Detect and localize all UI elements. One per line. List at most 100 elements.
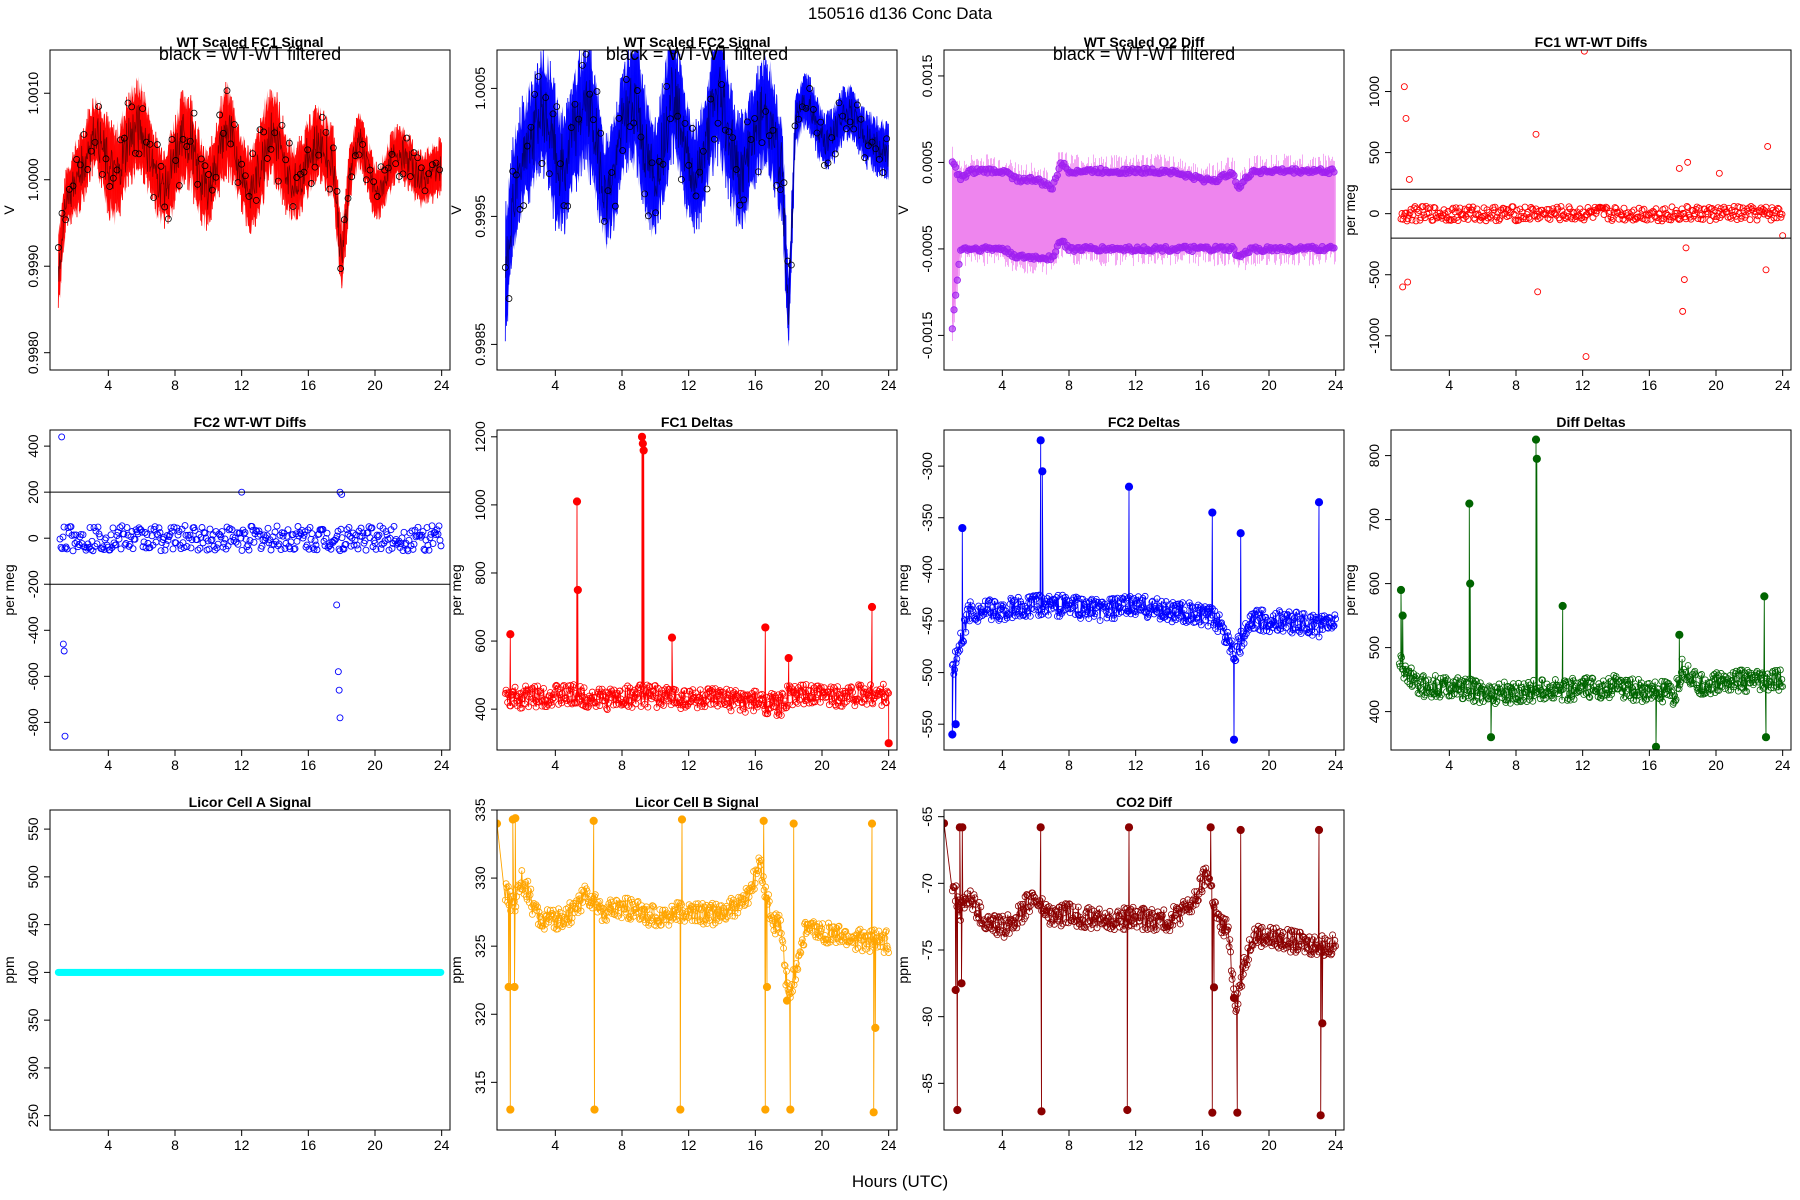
series-point — [1607, 683, 1615, 690]
series-point — [1491, 700, 1499, 707]
scatter-point — [1404, 215, 1412, 223]
filtered-point — [410, 149, 418, 157]
scatter-point — [115, 535, 123, 543]
series-point — [580, 684, 588, 692]
upper-point — [1053, 171, 1061, 179]
plot-area — [497, 814, 892, 1117]
series-point — [709, 921, 717, 929]
x-tick-label: 12 — [681, 377, 697, 393]
series-point — [594, 908, 601, 916]
scatter-point — [409, 545, 417, 553]
scatter-point — [191, 526, 199, 534]
series-point — [624, 703, 632, 710]
series-point — [786, 682, 793, 690]
x-tick-label: 12 — [681, 1137, 697, 1153]
series-point — [776, 696, 784, 704]
series-point — [576, 683, 584, 690]
scatter-point — [338, 534, 346, 542]
filtered-point — [98, 170, 106, 178]
filtered-point — [139, 105, 147, 113]
series-point — [1774, 673, 1782, 681]
scatter-point — [1522, 215, 1530, 223]
series-point — [1032, 595, 1039, 603]
series-point — [979, 917, 987, 925]
series-point — [1778, 676, 1786, 683]
scatter-point — [1694, 215, 1702, 223]
series-point — [591, 891, 599, 899]
series-point — [536, 913, 544, 920]
series-point — [800, 700, 808, 708]
series-point — [853, 930, 861, 938]
series-point — [513, 697, 520, 705]
series-point — [534, 903, 541, 911]
series-point — [1695, 689, 1703, 697]
series-point — [787, 989, 795, 997]
series-point — [679, 701, 687, 709]
y-tick-label: 320 — [472, 1002, 488, 1026]
y-tick-label: 500 — [1366, 636, 1382, 660]
scatter-point — [1640, 205, 1648, 213]
filtered-point — [146, 140, 154, 148]
filtered-point — [828, 134, 836, 142]
series-point — [1525, 696, 1533, 703]
series-point — [1065, 597, 1073, 605]
scatter-point — [206, 525, 214, 533]
series-point — [870, 926, 878, 934]
series-point — [1143, 614, 1151, 621]
series-point — [1110, 615, 1118, 622]
scatter-point — [72, 531, 80, 539]
series-point — [1048, 907, 1056, 915]
series-point — [876, 943, 884, 951]
y-tick-label: -600 — [25, 662, 41, 690]
scatter-point — [113, 532, 121, 540]
series-point — [1218, 622, 1226, 630]
series-point — [699, 691, 706, 699]
outlier-point — [1534, 288, 1542, 296]
upper-point — [1230, 171, 1238, 180]
chart-title: FC2 WT-WT Diffs — [194, 414, 307, 430]
series-point — [1150, 610, 1158, 618]
series-point — [1596, 683, 1603, 691]
series-point — [1027, 898, 1035, 906]
series-point — [1701, 676, 1709, 684]
series-point — [959, 901, 967, 909]
y-tick-label: -400 — [919, 555, 935, 583]
spike-point — [786, 1105, 795, 1114]
x-tick-label: 4 — [104, 757, 112, 773]
series-point — [660, 911, 668, 919]
series-point — [527, 686, 535, 694]
series-point — [1570, 695, 1578, 703]
series-point — [550, 924, 558, 931]
filtered-point — [765, 132, 773, 140]
scatter-point — [307, 535, 315, 543]
x-tick-label: 20 — [1708, 377, 1724, 393]
scatter-point — [1778, 210, 1786, 218]
series-point — [1071, 611, 1079, 618]
x-tick-label: 16 — [1195, 377, 1211, 393]
filtered-point — [872, 145, 880, 153]
scatter-point — [359, 529, 367, 537]
x-tick-label: 12 — [681, 757, 697, 773]
series-point — [1054, 591, 1062, 599]
series-point — [1534, 687, 1542, 695]
filtered-point — [366, 166, 374, 174]
series-point — [859, 689, 867, 697]
lower-point — [1330, 244, 1338, 252]
series-point — [656, 699, 664, 707]
series-line — [944, 823, 1337, 1116]
chart-fc1-deltas: FC1 Deltas per meg 4 8 12 16 20 24 400 600 800 1000… — [448, 414, 898, 773]
series-point — [1755, 678, 1762, 686]
series-point — [821, 931, 829, 939]
x-tick-label: 16 — [748, 1137, 764, 1153]
chart-title: Licor Cell B Signal — [635, 794, 759, 810]
series-point — [1158, 597, 1165, 605]
series-point — [802, 681, 810, 688]
spike-point — [948, 730, 957, 739]
series-point — [1297, 630, 1305, 637]
series-point — [950, 670, 958, 678]
series-point — [1074, 903, 1082, 911]
series-point — [978, 612, 986, 619]
series-point — [968, 602, 976, 610]
series-point — [1059, 909, 1067, 917]
series-point — [678, 901, 685, 909]
